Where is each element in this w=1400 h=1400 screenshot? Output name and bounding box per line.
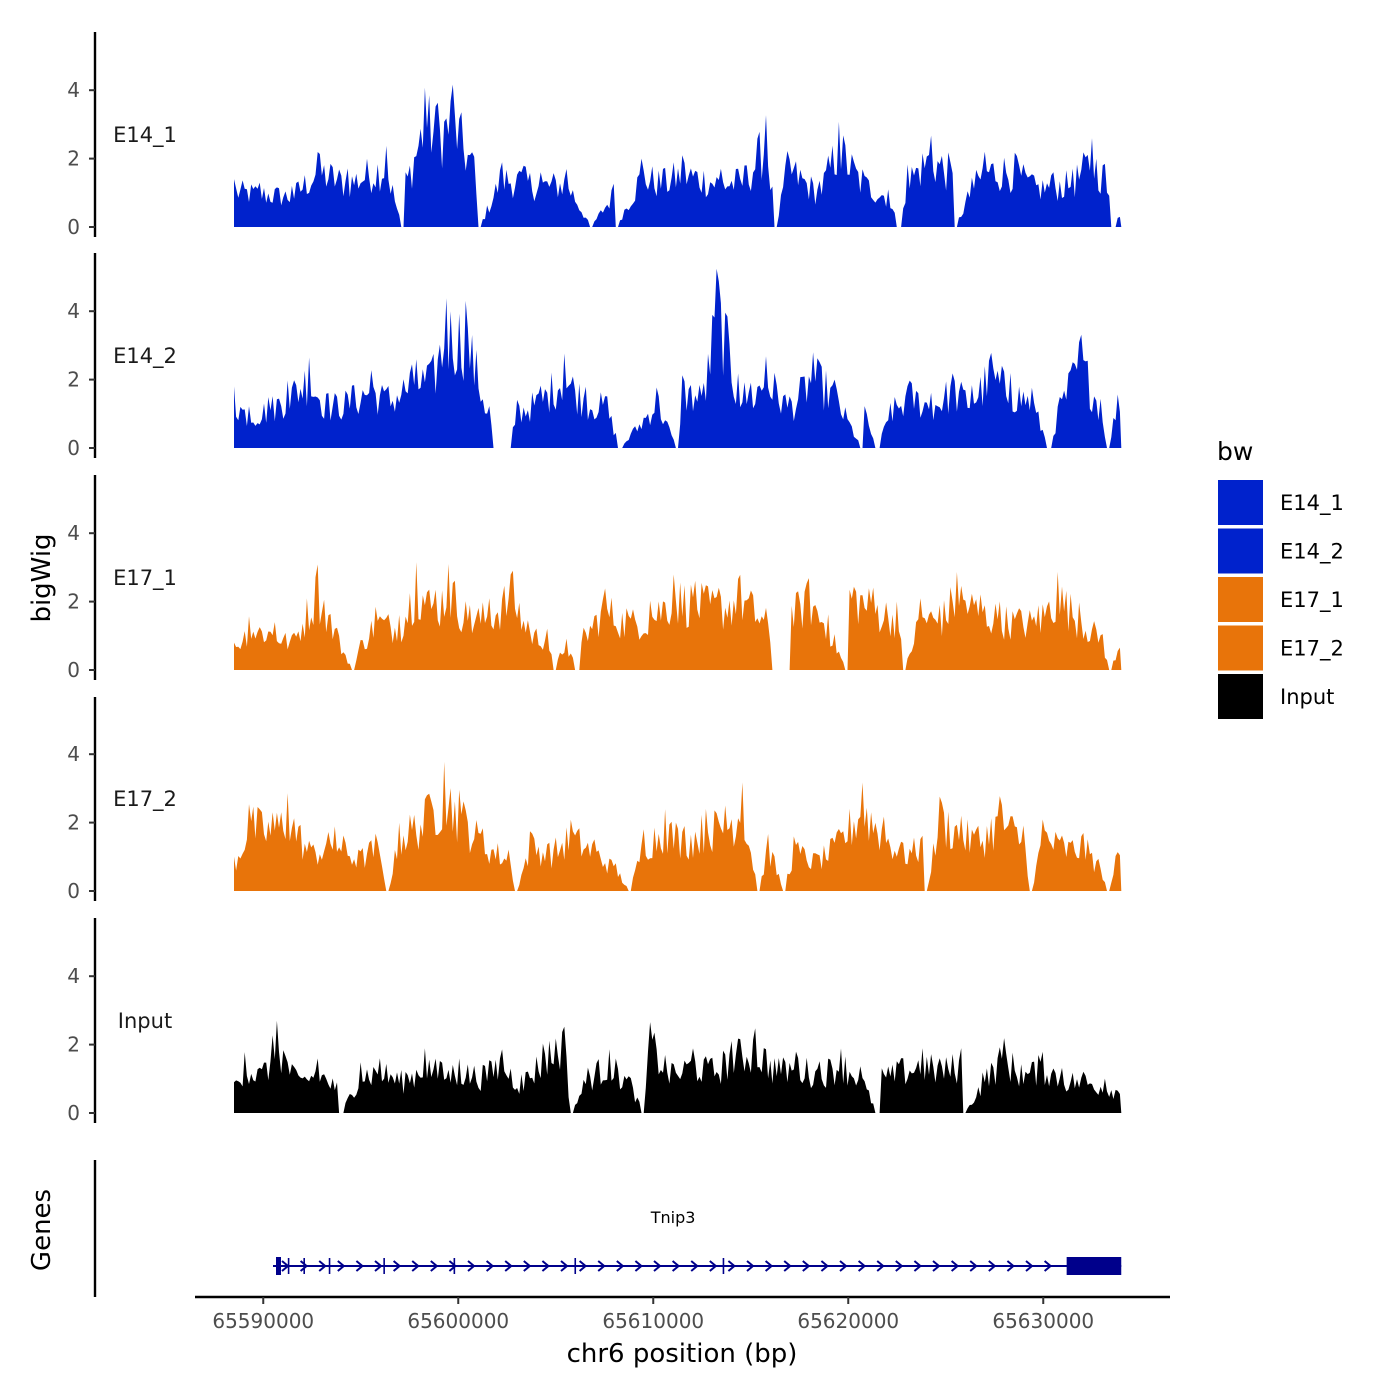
strand-arrow	[932, 1260, 941, 1272]
legend-swatch-e14-2	[1218, 528, 1263, 574]
strand-arrow	[1025, 1260, 1034, 1272]
legend-label-e14-1: E14_1	[1280, 491, 1344, 516]
gene-first-exon	[276, 1257, 281, 1275]
x-tick-label: 65630000	[992, 1309, 1094, 1333]
strand-arrow	[430, 1260, 439, 1272]
strand-arrow	[653, 1260, 662, 1272]
x-tick-label: 65620000	[797, 1309, 899, 1333]
strand-arrow	[783, 1260, 792, 1272]
track-label: Input	[118, 1009, 172, 1033]
strand-arrow	[671, 1260, 681, 1272]
legend-swatch-e17-2	[1218, 625, 1263, 671]
strand-arrow	[802, 1260, 811, 1272]
signal-tracks: 0 2 4 E14_1 0 2 4 E14_2 0 2 4 E17_1 0 2 4 E17_2 0 2 4 Input	[67, 32, 1122, 1125]
y-tick-label: 2	[67, 1033, 80, 1057]
strand-arrow	[820, 1260, 829, 1272]
strand-arrow	[950, 1260, 960, 1272]
legend-label-e17-2: E17_2	[1280, 637, 1344, 662]
strand-arrow	[578, 1260, 588, 1272]
track-e14-2: 0 2 4 E14_2	[67, 253, 1122, 460]
y-tick-label: 2	[67, 811, 80, 835]
strand-arrow	[504, 1260, 513, 1272]
track-label: E17_2	[113, 787, 177, 812]
signal-area-e14-1	[234, 84, 1122, 227]
gene-name-label: Tnip3	[650, 1208, 696, 1227]
strand-arrow	[690, 1260, 699, 1272]
x-tick-label: 65590000	[212, 1309, 314, 1333]
strand-arrow	[374, 1260, 383, 1272]
track-e14-1: 0 2 4 E14_1	[67, 32, 1122, 239]
y-tick-label: 2	[67, 590, 80, 614]
strand-arrow	[541, 1260, 550, 1272]
strand-arrow	[299, 1260, 309, 1272]
signal-area-e17-1	[234, 562, 1122, 670]
y-tick-label: 4	[67, 964, 80, 988]
strand-arrow	[988, 1260, 997, 1272]
strand-arrow	[876, 1260, 885, 1272]
genes-axis-title: Genes	[27, 1189, 57, 1271]
legend-swatch-input	[1218, 674, 1263, 719]
y-tick-label: 0	[67, 436, 80, 460]
y-tick-label: 4	[67, 742, 80, 766]
y-tick-label: 2	[67, 368, 80, 392]
strand-arrow	[1043, 1260, 1053, 1272]
strand-arrow	[746, 1260, 755, 1272]
legend-label-input: Input	[1280, 685, 1334, 709]
x-axis: 65590000 65600000 65610000 65620000 65630000	[195, 1295, 1170, 1333]
signal-area-e17-2	[234, 761, 1122, 891]
strand-arrow	[616, 1260, 625, 1272]
track-label: E17_1	[113, 566, 177, 591]
y-tick-label: 0	[67, 879, 80, 903]
legend: bw E14_1 E14_2 E17_1 E17_2 Input	[1217, 437, 1344, 719]
track-input: 0 2 4 Input	[67, 918, 1122, 1125]
signal-area-input	[234, 1020, 1122, 1113]
y-tick-label: 0	[67, 215, 80, 239]
gene-track: Tnip3	[93, 1160, 1122, 1297]
strand-arrow	[839, 1260, 848, 1272]
strand-arrow	[411, 1260, 420, 1272]
x-tick-label: 65600000	[407, 1309, 509, 1333]
strand-arrow	[337, 1260, 346, 1272]
track-label: E14_1	[113, 123, 177, 148]
track-e17-2: 0 2 4 E17_2	[67, 697, 1122, 903]
strand-arrow	[281, 1260, 290, 1272]
strand-arrow	[318, 1260, 327, 1272]
legend-title: bw	[1217, 437, 1253, 466]
x-axis-title: chr6 position (bp)	[567, 1339, 798, 1369]
strand-arrow	[764, 1260, 774, 1272]
legend-label-e17-1: E17_1	[1280, 588, 1344, 613]
y-tick-label: 4	[67, 299, 80, 323]
track-e17-1: 0 2 4 E17_1	[67, 475, 1122, 682]
strand-arrow	[448, 1260, 457, 1272]
strand-arrow	[709, 1260, 718, 1272]
y-tick-label: 0	[67, 1101, 80, 1125]
y-axis-title: bigWig	[27, 533, 57, 622]
strand-arrow	[1006, 1260, 1015, 1272]
track-label: E14_2	[113, 344, 177, 369]
strand-arrow	[597, 1260, 606, 1272]
strand-arrow	[355, 1260, 364, 1272]
strand-arrow	[634, 1260, 643, 1272]
y-tick-label: 0	[67, 658, 80, 682]
strand-arrow	[392, 1260, 402, 1272]
signal-area-e14-2	[234, 268, 1122, 448]
y-tick-label: 2	[67, 147, 80, 171]
strand-arrow	[727, 1260, 736, 1272]
strand-arrow	[857, 1260, 867, 1272]
y-tick-label: 4	[67, 521, 80, 545]
strand-arrow	[895, 1260, 904, 1272]
strand-arrow	[523, 1260, 532, 1272]
strand-arrow	[969, 1260, 978, 1272]
x-tick-label: 65610000	[602, 1309, 704, 1333]
strand-arrow	[560, 1260, 569, 1272]
legend-swatch-e17-1	[1218, 577, 1263, 622]
legend-swatch-e14-1	[1218, 480, 1263, 525]
strand-arrow	[467, 1260, 476, 1272]
gene-utr-block	[1066, 1257, 1122, 1275]
legend-label-e14-2: E14_2	[1280, 540, 1344, 565]
y-tick-label: 4	[67, 78, 80, 102]
strand-arrow	[913, 1260, 922, 1272]
strand-arrow	[485, 1260, 495, 1272]
